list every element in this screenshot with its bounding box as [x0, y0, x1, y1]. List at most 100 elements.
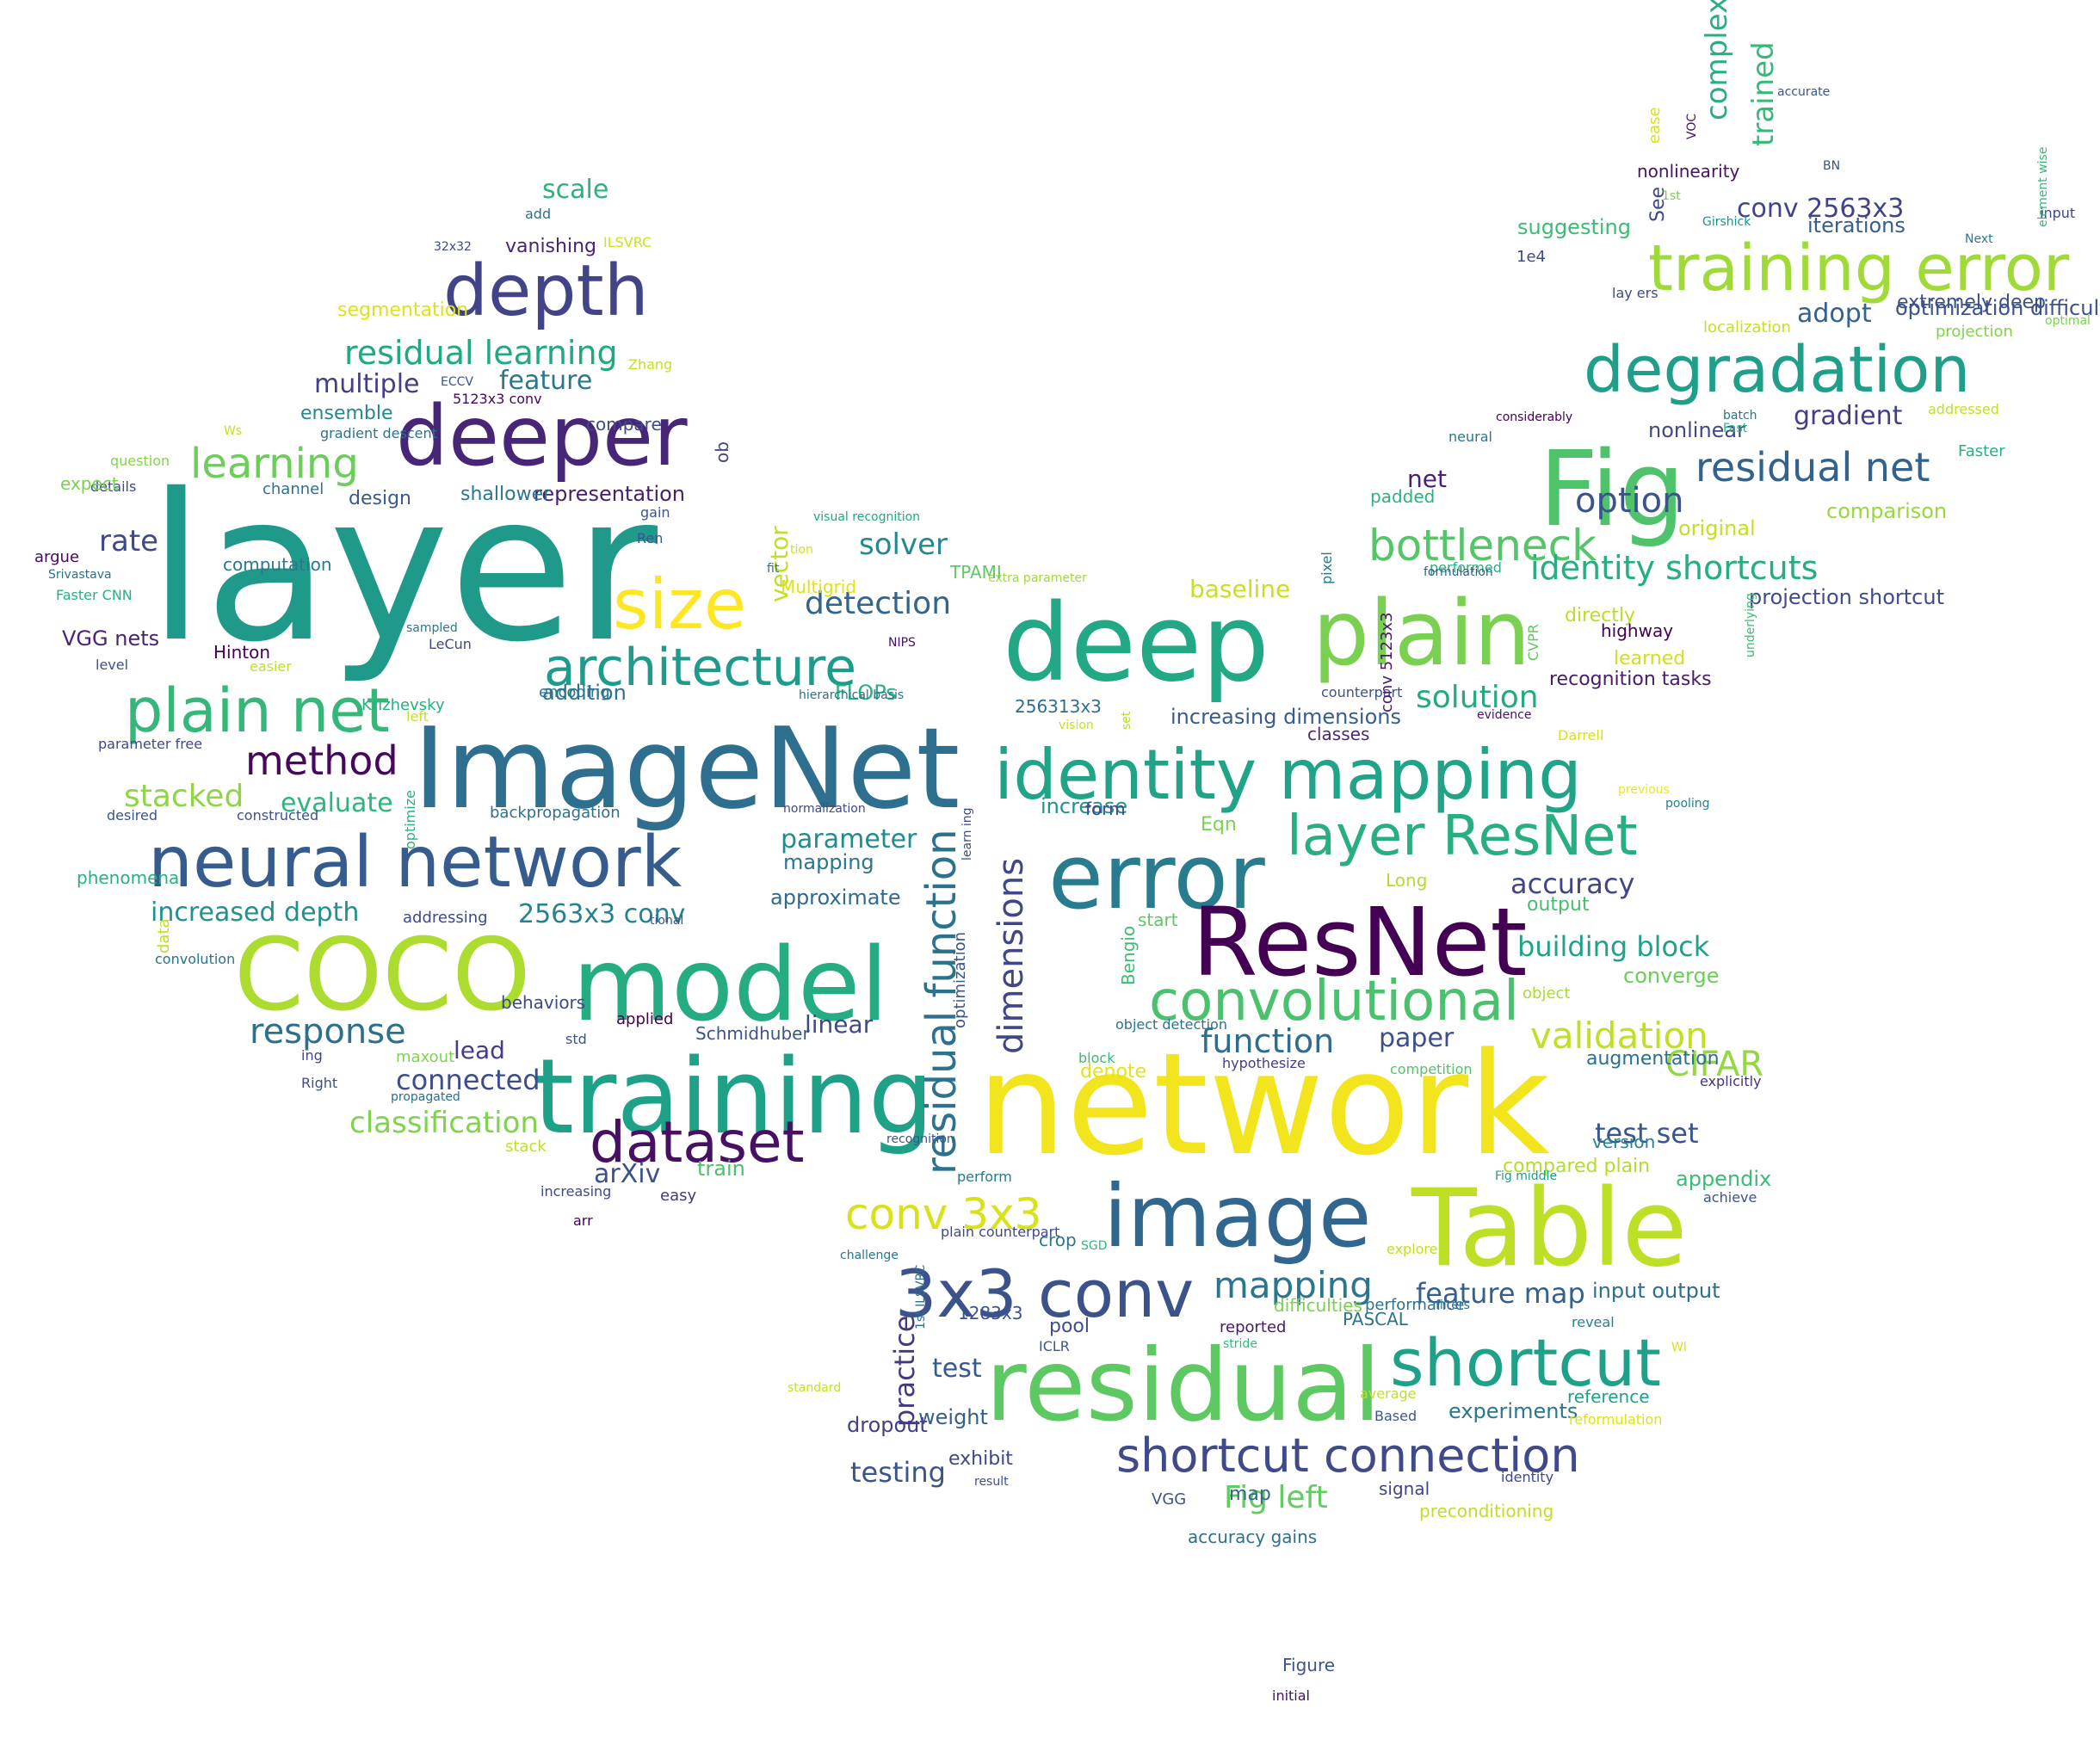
word-perform: perform: [957, 1169, 1012, 1185]
word-shortcut-connection: shortcut connection: [1116, 1428, 1580, 1483]
word-sampled: sampled: [406, 621, 458, 635]
word-counterpart: counterpart: [1321, 684, 1402, 700]
word-gain: gain: [640, 504, 670, 521]
word-conv-2563x3: conv 2563x3: [1737, 194, 1904, 224]
word-solution: solution: [1416, 680, 1539, 715]
word-constructed: constructed: [237, 807, 318, 824]
word-highway: highway: [1601, 620, 1673, 641]
word-tion: tion: [790, 543, 813, 557]
word-validation: validation: [1530, 1015, 1708, 1057]
word-net: net: [1407, 465, 1447, 493]
word-vanishing: vanishing: [505, 236, 596, 257]
word-sgd: SGD: [1081, 1239, 1108, 1253]
word-complexity: complexity: [1700, 0, 1734, 120]
word-faster-cnn: Faster CNN: [56, 587, 133, 603]
word-projection: projection: [1936, 323, 2013, 341]
word-stack: stack: [505, 1138, 547, 1156]
word-rate: rate: [99, 524, 158, 558]
word-segmentation: segmentation: [337, 299, 468, 321]
word-explore: explore: [1387, 1241, 1438, 1257]
word-std: std: [565, 1031, 587, 1047]
word-ease: ease: [1646, 107, 1664, 144]
word-flops: FLOPs: [835, 681, 897, 705]
word-ren: Ren: [637, 530, 663, 546]
word-challenge: challenge: [840, 1249, 899, 1262]
word-building-block: building block: [1517, 930, 1710, 963]
word-zhang: Zhang: [628, 356, 672, 373]
word-addition: addition: [542, 681, 627, 705]
word-nips: NIPS: [888, 636, 916, 650]
word-performance: performance: [1365, 1296, 1464, 1314]
word-gradient: gradient: [1794, 401, 1903, 431]
word-input-output: input output: [1592, 1279, 1720, 1303]
word-easier: easier: [250, 658, 292, 675]
word-nonlinearity: nonlinearity: [1637, 161, 1740, 182]
word-method: method: [245, 737, 398, 784]
word-eqn: Eqn: [1201, 814, 1237, 836]
word-vector: vector: [765, 526, 794, 602]
word-exhibit: exhibit: [948, 1448, 1013, 1470]
word-classes: classes: [1307, 724, 1369, 744]
word-initial: initial: [1272, 1687, 1310, 1704]
word-compare: compare: [586, 414, 662, 435]
word-32x32: 32x32: [434, 240, 472, 254]
word-baseline: baseline: [1189, 575, 1290, 603]
word-hierarchical-basis: hierarchical basis: [799, 688, 904, 702]
word-cvpr: CVPR: [1525, 624, 1541, 661]
word-plain: plain: [1312, 581, 1530, 686]
word-extra-parameter: extra parameter: [988, 571, 1087, 585]
word-lead: lead: [454, 1036, 505, 1064]
word-ensemble: ensemble: [300, 403, 393, 424]
word-256313x3: 256313x3: [1015, 696, 1102, 717]
word-right: Right: [301, 1075, 337, 1091]
word-left: left: [406, 708, 429, 725]
word-visual-recognition: visual recognition: [813, 510, 920, 524]
word-maxout: maxout: [396, 1048, 454, 1066]
word-practice: practice: [888, 1316, 921, 1427]
word-network: network: [977, 1022, 1550, 1187]
word-shallower: shallower: [460, 484, 552, 505]
word-compared-plain: compared plain: [1503, 1156, 1650, 1177]
word-based: Based: [1374, 1408, 1417, 1424]
word-parameter: parameter: [781, 824, 917, 854]
word-dimensions: dimensions: [991, 858, 1031, 1054]
word-testing: testing: [850, 1456, 946, 1489]
word-fast: Fast: [1723, 422, 1748, 435]
word-performed: performed: [1430, 559, 1502, 576]
word-bn: BN: [1823, 159, 1840, 173]
word-vgg: VGG: [1152, 1490, 1186, 1508]
word-accuracy-gains: accuracy gains: [1188, 1527, 1317, 1547]
word-element-wise: element wise: [2036, 147, 2050, 227]
word-neural-network: neural network: [148, 822, 682, 904]
word-degradation: degradation: [1584, 333, 1970, 407]
word-normalization: normalization: [783, 802, 866, 816]
word-difficulties: difficulties: [1274, 1295, 1362, 1316]
word-crop: crop: [1039, 1230, 1077, 1250]
word-padded: padded: [1370, 486, 1435, 507]
word-increasing-dimensions: increasing dimensions: [1170, 705, 1401, 729]
word-model: model: [572, 925, 888, 1044]
word-krizhevsky: Krizhevsky: [361, 696, 445, 714]
word-table: Table: [1411, 1167, 1688, 1291]
word-recognition: recognition: [886, 1132, 954, 1146]
word-reported: reported: [1220, 1318, 1286, 1336]
word-deep: deep: [1003, 582, 1269, 706]
word-details: details: [90, 478, 136, 495]
word-depth: depth: [443, 250, 649, 332]
word-2563x3-conv: 2563x3 conv: [518, 899, 685, 929]
word-accurate: accurate: [1777, 85, 1830, 99]
word-reveal: reveal: [1572, 1314, 1615, 1330]
word-set: set: [1120, 711, 1133, 730]
word-average: average: [1360, 1385, 1417, 1402]
word-dataset: dataset: [590, 1109, 805, 1175]
word-design: design: [349, 488, 411, 509]
word-map: map: [1229, 1484, 1271, 1505]
word-image: image: [1103, 1166, 1371, 1267]
word-detection: detection: [805, 586, 951, 621]
word-increase: increase: [1041, 794, 1127, 818]
word-recognition-tasks: recognition tasks: [1549, 669, 1712, 690]
word-reformulation: reformulation: [1569, 1411, 1662, 1428]
word-addressing: addressing: [403, 909, 488, 927]
word-augmentation: augmentation: [1586, 1048, 1720, 1070]
word-linear: linear: [805, 1010, 874, 1039]
